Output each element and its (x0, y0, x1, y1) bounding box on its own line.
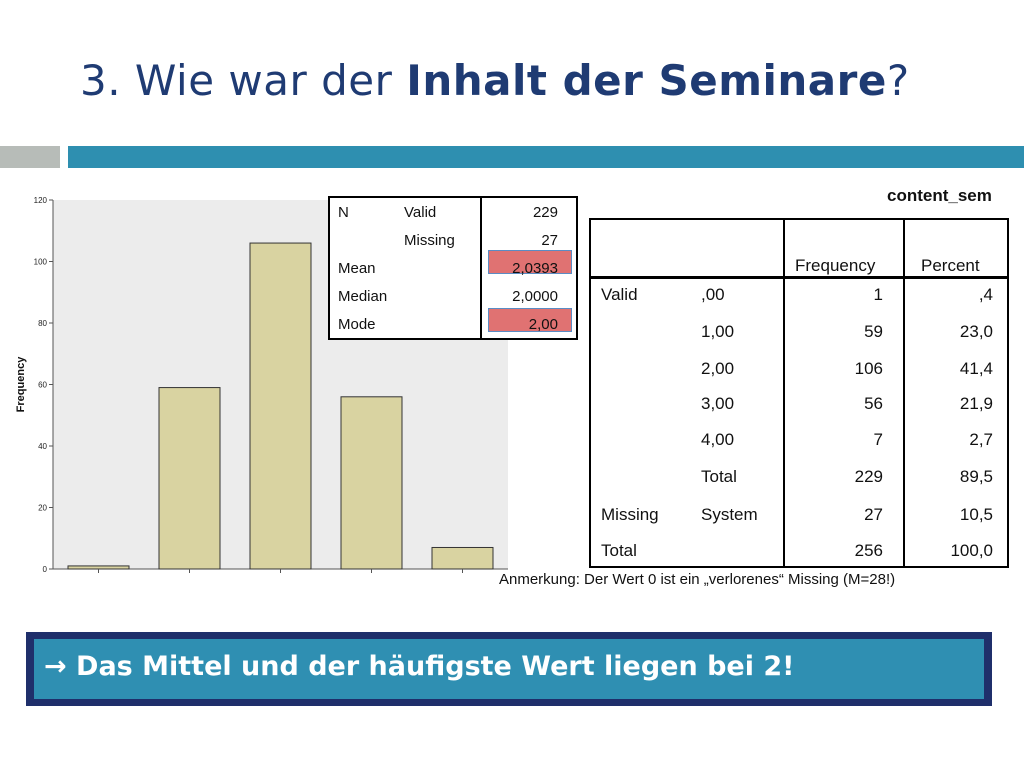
row-frequency: 56 (864, 394, 883, 413)
y-tick-label: 100 (34, 258, 48, 267)
conclusion-text: Das Mittel und der häufigste Wert liegen… (76, 651, 795, 682)
mode-label: Mode (338, 316, 376, 333)
n-label: N (338, 204, 349, 221)
row-category: ,00 (701, 285, 725, 304)
bar (431, 546, 494, 570)
y-tick-label: 0 (43, 565, 48, 574)
accent-bar-grey (0, 146, 60, 168)
y-axis-label: Frequency (15, 356, 27, 413)
median-value: 2,0000 (512, 288, 558, 305)
title-prefix: 3. Wie war der (80, 56, 407, 105)
row-percent: 41,4 (959, 359, 993, 378)
row-frequency: 106 (854, 359, 883, 378)
stats-divider (480, 198, 482, 338)
row-frequency: 59 (864, 322, 883, 341)
mode-highlight (488, 308, 572, 332)
row-category: 2,00 (701, 359, 735, 378)
title-suffix: ? (886, 56, 910, 105)
bar (158, 387, 221, 570)
y-tick-label: 120 (34, 196, 48, 205)
frequency-table: Frequency Percent Valid ,00 1 ,4 1,00 59… (589, 218, 1009, 568)
conclusion-box-inner: → Das Mittel und der häufigste Wert lieg… (34, 639, 984, 699)
row-frequency: 7 (873, 430, 883, 449)
page-title: 3. Wie war der Inhalt der Seminare? (80, 56, 910, 105)
row-frequency: 256 (854, 541, 883, 560)
row-percent: 21,9 (959, 394, 993, 413)
valid-label: Valid (404, 204, 437, 221)
row-frequency: 27 (864, 505, 883, 524)
row-percent: 23,0 (959, 322, 993, 341)
row-group: Total (601, 541, 637, 560)
row-category: Total (701, 467, 737, 486)
bar (67, 565, 130, 570)
statistics-table: N Valid 229 Missing 27 Mean 2,0393 Media… (328, 196, 578, 340)
row-category: 4,00 (701, 430, 735, 449)
accent-bar-teal (68, 146, 1024, 168)
conclusion-box: → Das Mittel und der häufigste Wert lieg… (26, 632, 992, 706)
y-tick-label: 20 (38, 504, 47, 513)
missing-value: 27 (541, 232, 558, 249)
table-header-rule (591, 276, 1007, 279)
arrow-right-icon: → (44, 651, 67, 682)
row-percent: ,4 (978, 285, 993, 304)
row-frequency: 229 (854, 467, 883, 486)
mean-label: Mean (338, 260, 376, 277)
header-frequency: Frequency (795, 256, 876, 275)
valid-value: 229 (532, 204, 558, 221)
row-percent: 2,7 (969, 430, 993, 449)
y-tick-label: 60 (38, 381, 47, 390)
y-tick-label: 40 (38, 442, 47, 451)
missing-label: Missing (404, 232, 455, 249)
annotation-note: Anmerkung: Der Wert 0 ist ein „verlorene… (499, 571, 896, 588)
table-divider-1 (783, 220, 785, 566)
row-percent: 100,0 (950, 541, 993, 560)
table-caption: content_sem (887, 186, 992, 205)
conclusion-text-line: → Das Mittel und der häufigste Wert lieg… (44, 651, 794, 682)
mean-value: 2,0393 (512, 260, 558, 277)
bar (249, 242, 312, 570)
mode-value: 2,00 (528, 316, 558, 333)
table-divider-2 (903, 220, 905, 566)
row-frequency: 1 (873, 285, 883, 304)
row-group: Missing (601, 505, 659, 524)
row-category: 3,00 (701, 394, 735, 413)
header-percent: Percent (921, 256, 980, 275)
row-group: Valid (601, 285, 638, 304)
row-percent: 89,5 (959, 467, 993, 486)
row-category: 1,00 (701, 322, 735, 341)
row-category: System (701, 505, 758, 524)
bar (340, 396, 403, 570)
y-tick-label: 80 (38, 319, 47, 328)
mean-highlight (488, 250, 572, 274)
row-percent: 10,5 (959, 505, 993, 524)
title-bold: Inhalt der Seminare (406, 56, 887, 105)
median-label: Median (338, 288, 388, 305)
